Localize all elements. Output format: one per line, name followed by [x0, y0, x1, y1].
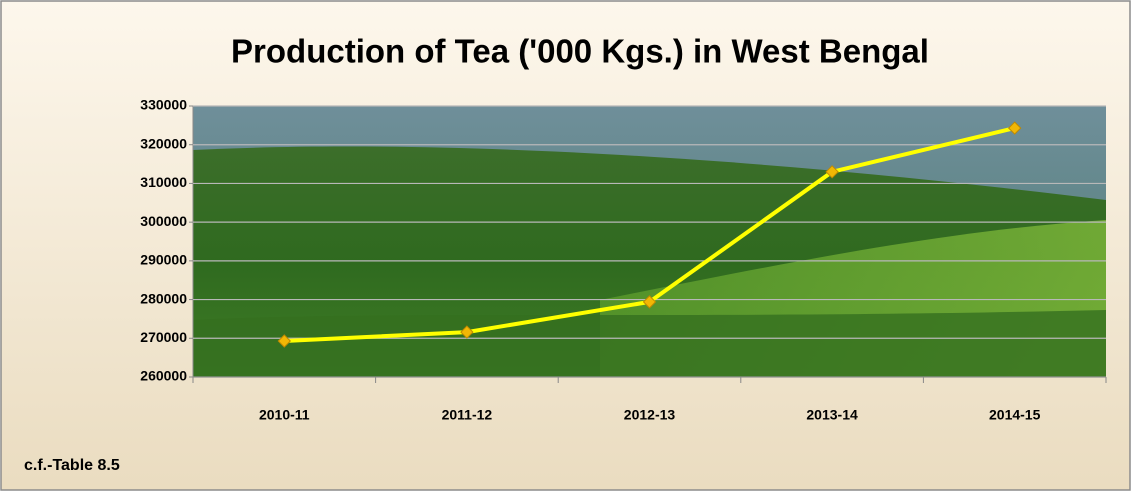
y-tick-label: 300000	[140, 213, 187, 229]
data-point	[825, 165, 839, 179]
x-tick-label: 2012-13	[624, 407, 676, 423]
y-tick-label: 270000	[140, 329, 187, 345]
x-tick-label: 2013-14	[806, 407, 858, 423]
y-tick-label: 320000	[140, 135, 187, 151]
data-point	[642, 295, 657, 309]
plot-photo	[193, 106, 1106, 377]
y-tick-label: 260000	[140, 368, 187, 384]
data-point	[1007, 121, 1022, 135]
x-tick-label: 2010-11	[259, 407, 310, 423]
y-tick-label: 280000	[140, 290, 187, 306]
y-tick-label: 290000	[140, 252, 187, 268]
y-tick-label: 330000	[140, 97, 187, 113]
annotation: c.f.-Table 8.5	[24, 457, 120, 474]
chart-title: Production of Tea ('000 Kgs.) in West Be…	[231, 33, 929, 70]
data-point	[460, 325, 474, 339]
x-tick-label: 2011-12	[442, 407, 493, 423]
x-tick-label: 2014-15	[989, 407, 1041, 423]
data-point	[277, 334, 292, 348]
y-tick-label: 310000	[140, 174, 187, 190]
